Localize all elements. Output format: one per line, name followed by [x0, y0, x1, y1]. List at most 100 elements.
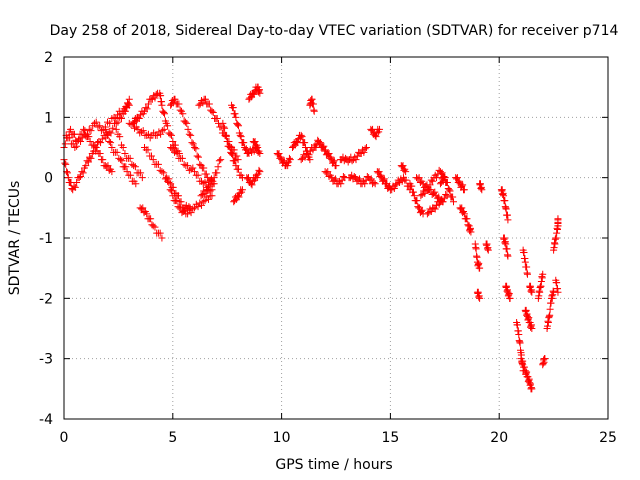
data-point	[137, 205, 145, 213]
data-point	[332, 175, 340, 183]
data-point	[433, 174, 441, 182]
data-point	[332, 162, 340, 170]
data-point	[112, 125, 120, 133]
data-point	[464, 221, 472, 229]
data-point	[415, 174, 423, 182]
data-point	[539, 270, 547, 278]
data-point	[443, 178, 451, 186]
data-point	[484, 246, 492, 254]
data-point	[119, 144, 127, 151]
data-point	[204, 195, 212, 203]
data-point	[515, 331, 523, 339]
data-point	[98, 135, 106, 143]
data-point	[360, 148, 368, 156]
data-point	[169, 99, 177, 107]
data-point	[130, 162, 138, 170]
data-point	[79, 169, 87, 177]
data-point	[126, 154, 134, 162]
y-tick-label: 1	[44, 110, 53, 126]
data-point	[236, 189, 244, 197]
data-point	[206, 181, 214, 189]
data-point	[379, 176, 387, 184]
data-point	[472, 245, 480, 253]
data-point	[64, 174, 72, 182]
data-point	[147, 152, 155, 160]
data-point	[157, 130, 165, 138]
data-point	[297, 156, 305, 164]
data-point	[71, 183, 79, 191]
data-point	[414, 203, 422, 211]
data-point	[181, 118, 189, 126]
data-point	[153, 131, 161, 139]
data-point	[423, 210, 431, 218]
x-tick-label: 15	[381, 430, 399, 446]
data-point	[66, 134, 74, 142]
data-point	[168, 145, 176, 153]
data-point	[235, 165, 243, 173]
data-point	[112, 119, 120, 127]
data-point	[63, 169, 71, 177]
data-point	[250, 90, 258, 98]
data-point	[160, 109, 168, 117]
data-point	[194, 171, 202, 179]
data-point	[82, 162, 90, 170]
data-point	[209, 109, 217, 117]
data-point	[99, 156, 107, 164]
data-point	[231, 157, 239, 165]
data-point	[375, 168, 383, 176]
x-tick-label: 0	[60, 430, 69, 446]
data-point	[356, 175, 364, 183]
data-point	[194, 203, 202, 211]
data-point	[200, 164, 208, 172]
data-point	[189, 164, 197, 172]
data-point	[103, 163, 111, 171]
data-point	[167, 131, 175, 139]
data-point	[196, 160, 204, 168]
data-point	[191, 144, 199, 151]
data-point	[367, 175, 375, 183]
data-point	[179, 110, 187, 118]
data-point	[546, 305, 554, 313]
data-point	[342, 154, 350, 162]
data-point	[421, 189, 429, 197]
data-point	[373, 129, 381, 137]
data-point	[476, 264, 484, 272]
data-point	[297, 131, 305, 139]
data-point	[460, 186, 468, 194]
data-point	[87, 127, 95, 135]
data-point	[414, 175, 422, 183]
data-point	[144, 100, 152, 108]
data-point	[151, 94, 159, 102]
data-point	[425, 186, 433, 194]
data-point	[197, 192, 205, 200]
data-point	[90, 141, 98, 149]
data-point	[330, 176, 338, 184]
data-point	[149, 156, 157, 164]
data-point	[175, 100, 183, 108]
data-point	[144, 146, 152, 154]
data-point	[442, 191, 450, 199]
data-point	[124, 100, 132, 108]
data-point	[160, 169, 168, 177]
data-point	[199, 99, 207, 107]
data-point	[185, 130, 193, 138]
data-point	[409, 188, 417, 196]
data-point	[173, 150, 181, 158]
data-point	[169, 144, 177, 151]
data-point	[165, 178, 173, 186]
data-point	[478, 186, 486, 194]
data-point	[210, 174, 218, 182]
data-point	[467, 228, 475, 236]
x-tick-label: 20	[490, 430, 508, 446]
data-point	[246, 94, 254, 102]
data-point	[226, 142, 234, 150]
data-point	[151, 223, 159, 231]
data-point	[352, 156, 360, 164]
data-point	[143, 210, 151, 218]
data-point	[161, 110, 169, 118]
data-point	[450, 198, 458, 206]
data-point	[201, 178, 209, 186]
data-point	[362, 144, 370, 151]
data-point	[154, 160, 162, 168]
